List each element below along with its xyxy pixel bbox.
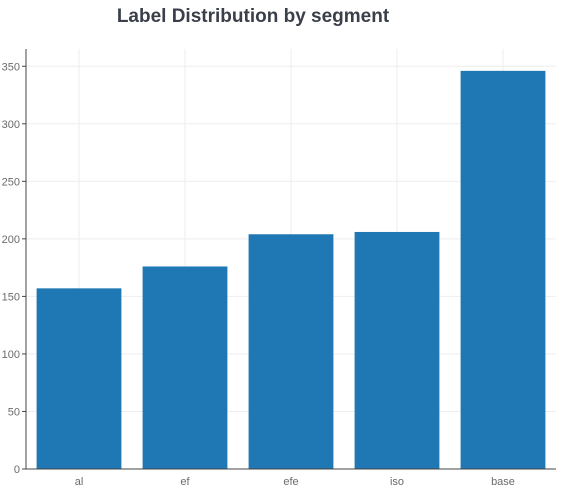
x-tick-label: efe <box>283 476 298 488</box>
y-tick-label: 300 <box>2 119 20 131</box>
bars <box>36 70 546 470</box>
y-tick-label: 150 <box>2 291 20 303</box>
bar <box>460 70 546 470</box>
x-tick-label: iso <box>390 476 404 488</box>
bar <box>142 266 228 469</box>
bar <box>36 288 122 469</box>
bar <box>354 231 440 469</box>
y-tick-label: 100 <box>2 349 20 361</box>
tick-labels: 0 50 100 150 200 250 300 350 al ef efe iso base <box>2 61 515 488</box>
y-tick-label: 0 <box>14 464 20 476</box>
x-tick-label: base <box>491 476 515 488</box>
y-tick-label: 350 <box>2 61 20 73</box>
bar <box>248 234 334 469</box>
y-tick-label: 250 <box>2 176 20 188</box>
y-tick-label: 50 <box>8 406 20 418</box>
axes <box>22 49 556 470</box>
chart-title: Label Distribution by segment <box>116 6 390 27</box>
x-tick-label: al <box>75 476 84 488</box>
x-tick-label: ef <box>180 476 190 488</box>
y-tick-label: 200 <box>2 234 20 246</box>
